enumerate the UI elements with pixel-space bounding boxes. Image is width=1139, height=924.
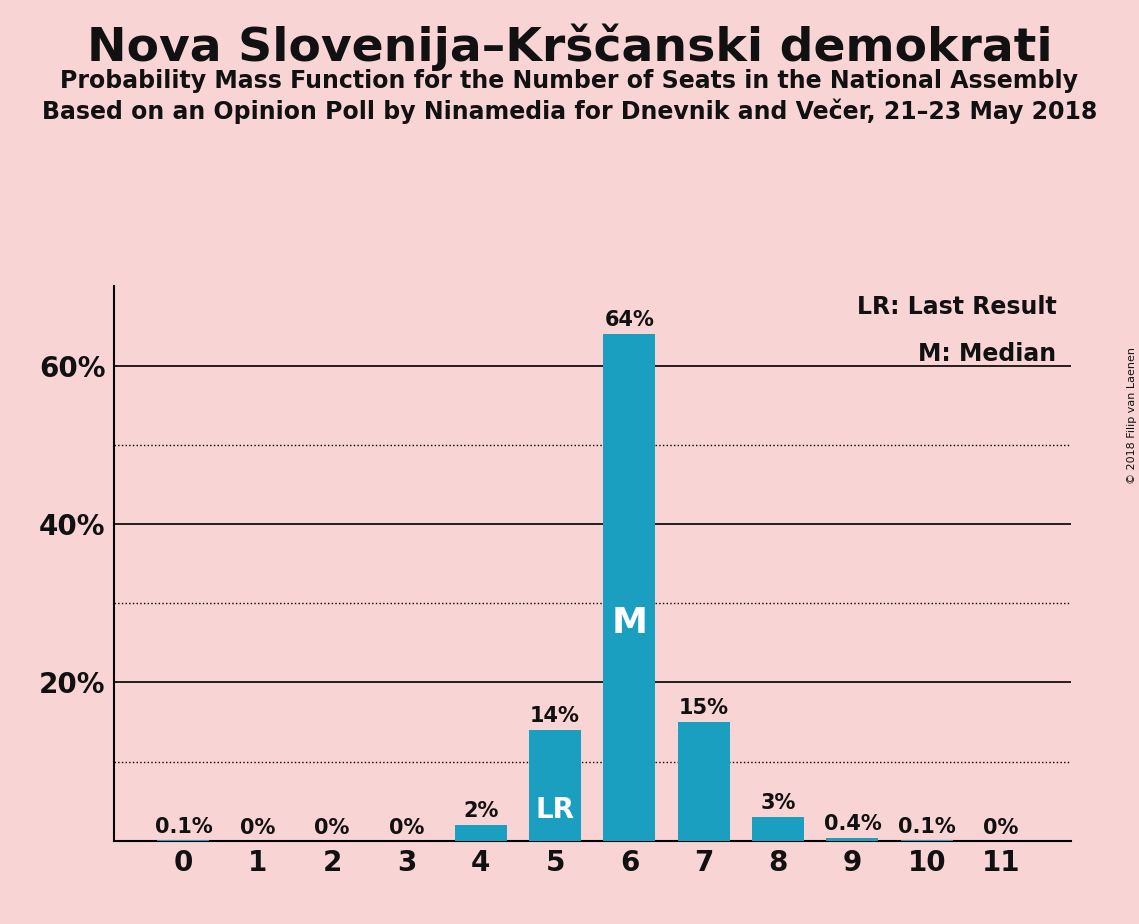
Text: 3%: 3% xyxy=(761,793,796,813)
Text: LR: LR xyxy=(535,796,574,824)
Text: 0%: 0% xyxy=(240,819,276,838)
Text: M: M xyxy=(612,606,647,640)
Text: 2%: 2% xyxy=(464,801,499,821)
Bar xyxy=(678,722,730,841)
Bar xyxy=(454,825,507,841)
Text: © 2018 Filip van Laenen: © 2018 Filip van Laenen xyxy=(1126,347,1137,484)
Bar xyxy=(604,334,655,841)
Text: M: Median: M: Median xyxy=(918,342,1056,366)
Bar xyxy=(530,730,581,841)
Bar xyxy=(752,817,804,841)
Text: 64%: 64% xyxy=(605,310,655,330)
Text: LR: Last Result: LR: Last Result xyxy=(857,295,1056,319)
Text: 0%: 0% xyxy=(314,819,350,838)
Text: Nova Slovenija–Krščanski demokrati: Nova Slovenija–Krščanski demokrati xyxy=(87,23,1052,70)
Text: 0%: 0% xyxy=(388,819,424,838)
Text: 0.4%: 0.4% xyxy=(823,814,882,833)
Text: Based on an Opinion Poll by Ninamedia for Dnevnik and Večer, 21–23 May 2018: Based on an Opinion Poll by Ninamedia fo… xyxy=(42,99,1097,125)
Bar xyxy=(827,838,878,841)
Text: 0.1%: 0.1% xyxy=(898,817,956,837)
Text: 15%: 15% xyxy=(679,698,729,718)
Text: 0.1%: 0.1% xyxy=(155,817,212,837)
Text: Probability Mass Function for the Number of Seats in the National Assembly: Probability Mass Function for the Number… xyxy=(60,69,1079,93)
Text: 14%: 14% xyxy=(530,706,580,726)
Text: 0%: 0% xyxy=(983,819,1019,838)
